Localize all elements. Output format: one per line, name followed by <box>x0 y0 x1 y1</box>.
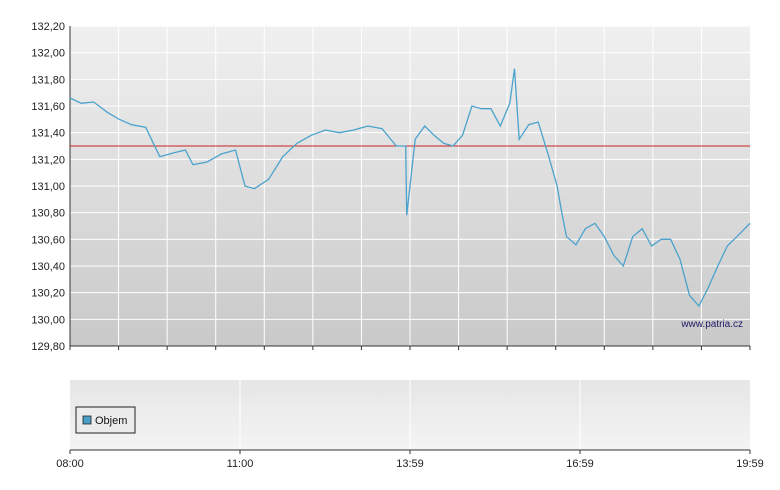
legend-label: Objem <box>95 415 127 427</box>
price-y-tick-label: 131,00 <box>31 181 65 193</box>
legend-swatch <box>82 415 92 425</box>
volume-x-axis: 08:00 11:00 13:59 16:59 19:59 <box>56 450 764 470</box>
volume-panel: 08:00 11:00 13:59 16:59 19:59 Objem <box>56 380 764 470</box>
price-y-tick-label: 130,80 <box>31 208 65 220</box>
price-y-axis: 132,20 132,00 131,80 131,60 131,40 131,20 131,… <box>31 21 65 353</box>
price-y-tick-label: 131,60 <box>31 101 65 113</box>
price-y-tick-label: 130,20 <box>31 288 65 300</box>
volume-x-tick-label: 19:59 <box>736 458 764 470</box>
price-y-tick-label: 129,80 <box>31 341 65 353</box>
price-y-tick-label: 131,40 <box>31 128 65 140</box>
price-grid <box>70 25 750 347</box>
volume-grid <box>239 380 581 450</box>
price-y-tick-label: 132,20 <box>31 21 65 33</box>
volume-x-tick-label: 11:00 <box>227 458 254 470</box>
price-y-tick-label: 131,80 <box>31 74 65 86</box>
volume-x-tick-label: 16:59 <box>566 458 594 470</box>
volume-x-tick-label: 13:59 <box>396 458 424 470</box>
watermark: www.patria.cz <box>680 319 743 330</box>
price-y-tick-label: 132,00 <box>31 48 65 60</box>
price-panel: 132,20 132,00 131,80 131,60 131,40 131,20 131,… <box>31 21 751 353</box>
price-x-tick-marks <box>69 346 751 350</box>
price-y-tick-label: 130,00 <box>31 314 65 326</box>
volume-x-tick-label: 08:00 <box>56 458 84 470</box>
price-y-tick-label: 130,60 <box>31 234 65 246</box>
price-y-tick-label: 131,20 <box>31 154 65 166</box>
price-series-line <box>69 68 751 308</box>
price-y-tick-label: 130,40 <box>31 261 65 273</box>
volume-legend: Objem <box>75 406 136 434</box>
